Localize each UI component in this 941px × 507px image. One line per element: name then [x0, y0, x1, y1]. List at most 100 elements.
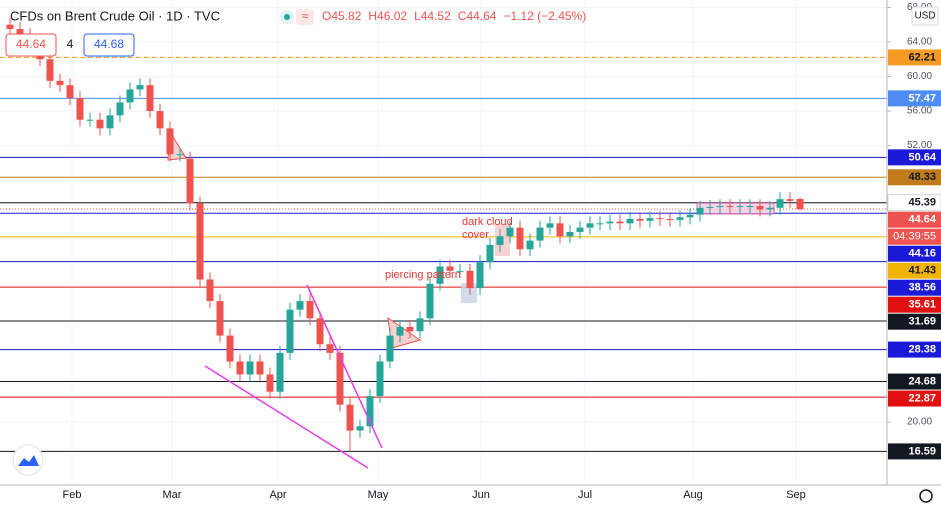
x-tick-label: Jul	[578, 489, 592, 501]
candle-body	[476, 262, 484, 289]
candle-body	[396, 326, 404, 336]
level-label-box	[888, 245, 941, 262]
annotation: dark cloud	[462, 216, 513, 228]
candle-body	[596, 223, 604, 225]
level-label: 41.43	[908, 265, 936, 277]
y-tick-label: 20.00	[907, 417, 932, 428]
candle-body	[516, 227, 524, 250]
ohlc-value: O45.82	[322, 9, 362, 23]
level-label-box	[888, 373, 941, 390]
candle-body	[486, 244, 494, 263]
candle-body	[456, 270, 464, 272]
settings-icon[interactable]	[919, 489, 933, 503]
annotation: piercing pattern	[385, 269, 461, 281]
candle-body	[706, 206, 714, 208]
level-label-box	[888, 90, 941, 107]
level-label: 31.69	[908, 316, 936, 328]
candle-body	[426, 283, 434, 319]
x-tick-label: Feb	[63, 489, 82, 501]
y-tick-label: 52.00	[907, 140, 932, 151]
candle-body	[16, 29, 24, 36]
candle-body	[686, 214, 694, 218]
level-label: 44.16	[908, 248, 936, 260]
candle-body	[126, 89, 134, 103]
candle-body	[526, 240, 534, 250]
candle-body	[576, 227, 584, 232]
candle-body	[76, 98, 84, 120]
countdown: 04:39:55	[893, 231, 936, 243]
candle-body	[606, 221, 614, 224]
candle-body	[716, 206, 724, 208]
sell-badge[interactable]	[5, 33, 57, 57]
candle-body	[796, 198, 804, 210]
candle-body	[536, 227, 544, 241]
level-label-box	[888, 169, 941, 186]
x-tick-label: Sep	[786, 489, 806, 501]
currency: USD	[914, 11, 935, 22]
candle-body	[586, 223, 594, 228]
x-tick-label: Aug	[683, 489, 703, 501]
level-label: 50.64	[908, 151, 936, 163]
candle-body	[6, 24, 14, 30]
chart-title: CFDs on Brent Crude Oil · 1D · TVC	[10, 8, 220, 23]
level-label: 62.21	[908, 51, 936, 63]
candle-body	[366, 396, 374, 427]
status-dot	[284, 14, 290, 20]
candle-body	[136, 85, 144, 90]
candle-body	[96, 119, 104, 129]
level-label-box	[888, 443, 941, 460]
x-tick-label: Apr	[269, 489, 286, 501]
candle-body	[766, 207, 774, 210]
candle-body	[436, 266, 444, 284]
candle-body	[266, 374, 274, 392]
candle-body	[46, 59, 54, 81]
countdown-box	[888, 228, 941, 245]
candle-body	[146, 85, 154, 112]
level-label: 38.56	[908, 282, 936, 294]
buy-badge[interactable]	[83, 33, 135, 57]
candle-body	[206, 279, 214, 302]
candle-body	[196, 203, 204, 280]
level-label: 45.39	[908, 197, 936, 209]
candle-body	[616, 221, 624, 224]
trend-line	[204, 365, 369, 469]
x-tick-label: Mar	[163, 489, 182, 501]
candle-body	[746, 206, 754, 208]
ohlc-value: H46.02	[368, 9, 407, 23]
candle-body	[216, 301, 224, 336]
currency-box[interactable]	[911, 6, 939, 26]
candle-body	[736, 206, 744, 208]
candle-body	[276, 352, 284, 392]
candle-body	[286, 309, 294, 353]
level-label: 44.64	[908, 214, 936, 226]
candle-body	[416, 318, 424, 332]
candle-body	[646, 218, 654, 221]
candle-body	[496, 236, 504, 245]
candle-body	[326, 344, 334, 353]
logo-icon	[18, 455, 39, 466]
candle-body	[466, 270, 474, 289]
candle-body	[696, 207, 704, 215]
candle-body	[636, 219, 644, 221]
level-label-box	[888, 296, 941, 313]
candle-body	[116, 102, 124, 116]
logo[interactable]	[12, 444, 44, 476]
y-tick-label: 56.00	[907, 106, 932, 117]
candle-body	[66, 85, 74, 99]
status-icon: ≈	[302, 9, 309, 23]
level-label: 35.61	[908, 299, 936, 311]
candle-body	[166, 128, 174, 155]
candle-body	[666, 219, 674, 221]
ohlc-value: −1.12 (−2.45%)	[503, 9, 586, 23]
level-label: 22.87	[908, 392, 936, 404]
level-label: 24.68	[908, 375, 936, 387]
ohlc-value: L44.52	[414, 9, 451, 23]
status-icon	[296, 9, 314, 25]
candle-body	[56, 80, 64, 86]
candle-body	[546, 223, 554, 228]
level-label-box	[888, 149, 941, 166]
candle-body	[346, 404, 354, 431]
candle-body	[376, 361, 384, 397]
